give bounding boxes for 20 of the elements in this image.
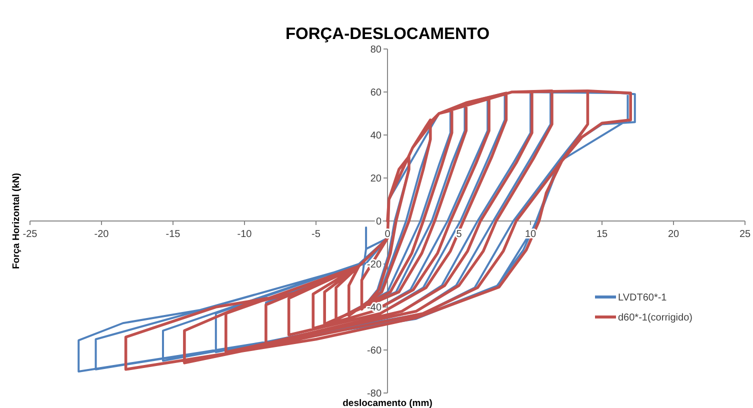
y-tick-label: 60: [370, 88, 382, 98]
legend-label: LVDT60*-1: [618, 292, 668, 304]
chart-title: FORÇA-DESLOCAMENTO: [285, 25, 490, 43]
x-tick-label: -25: [22, 229, 38, 240]
y-tick-label: 20: [370, 174, 382, 184]
x-tick-label: 25: [739, 229, 751, 240]
x-tick-label: 20: [668, 229, 680, 240]
x-axis-title: deslocamento (mm): [342, 398, 432, 408]
x-tick-label: -5: [312, 229, 321, 240]
legend-label: d60*-1(corrigido): [618, 312, 692, 324]
x-tick-label: -20: [94, 229, 110, 240]
y-tick-label: -60: [367, 346, 382, 356]
y-tick-label: -80: [367, 388, 382, 400]
x-tick-label: 15: [596, 229, 608, 240]
x-tick-label: 10: [524, 229, 536, 240]
x-tick-label: -15: [166, 229, 181, 240]
x-tick-label: -10: [237, 229, 252, 240]
y-axis-title: Força Horizontal (kN): [11, 172, 22, 270]
y-tick-label: 40: [370, 130, 382, 142]
y-tick-label: 80: [370, 44, 382, 56]
